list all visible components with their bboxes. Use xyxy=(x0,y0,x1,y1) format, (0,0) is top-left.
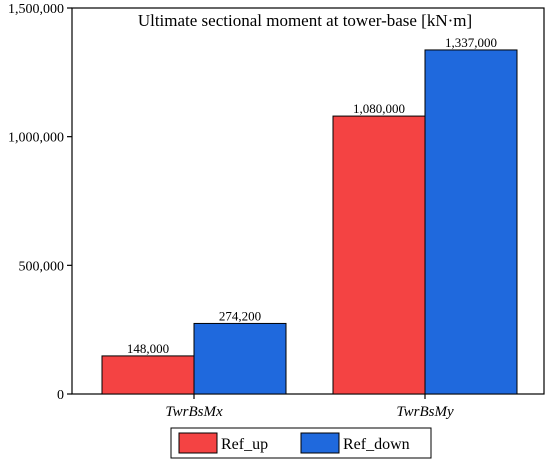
legend: Ref_up Ref_down xyxy=(170,427,432,459)
data-label: 274,200 xyxy=(219,308,261,323)
y-tick-label: 1,500,000 xyxy=(8,2,64,17)
bar-ref-down xyxy=(193,322,287,395)
data-label: 1,337,000 xyxy=(445,35,497,50)
y-tick-label: 0 xyxy=(57,388,64,403)
chart-title: Ultimate sectional moment at tower-base … xyxy=(138,11,472,30)
plot-frame xyxy=(71,7,545,395)
data-label: 148,000 xyxy=(127,341,169,356)
bar-ref-up xyxy=(332,115,426,395)
y-tick-label: 500,000 xyxy=(19,259,65,274)
axes: 0 500,000 1,000,000 1,500,000 TwrBsMx TwrBsMy xyxy=(8,2,545,420)
x-tick-label: TwrBsMx xyxy=(165,404,223,420)
legend-swatch xyxy=(300,432,340,454)
data-labels: 148,000 274,200 1,080,000 1,337,000 xyxy=(127,35,497,356)
bar-ref-up xyxy=(101,355,195,395)
x-tick-label: TwrBsMy xyxy=(396,404,454,420)
bars xyxy=(101,49,518,395)
data-label: 1,080,000 xyxy=(353,101,405,116)
bar-ref-down xyxy=(424,49,518,395)
y-tick-label: 1,000,000 xyxy=(8,131,64,146)
legend-label: Ref_up xyxy=(221,436,268,453)
legend-swatch xyxy=(178,432,218,454)
legend-label: Ref_down xyxy=(343,436,410,453)
